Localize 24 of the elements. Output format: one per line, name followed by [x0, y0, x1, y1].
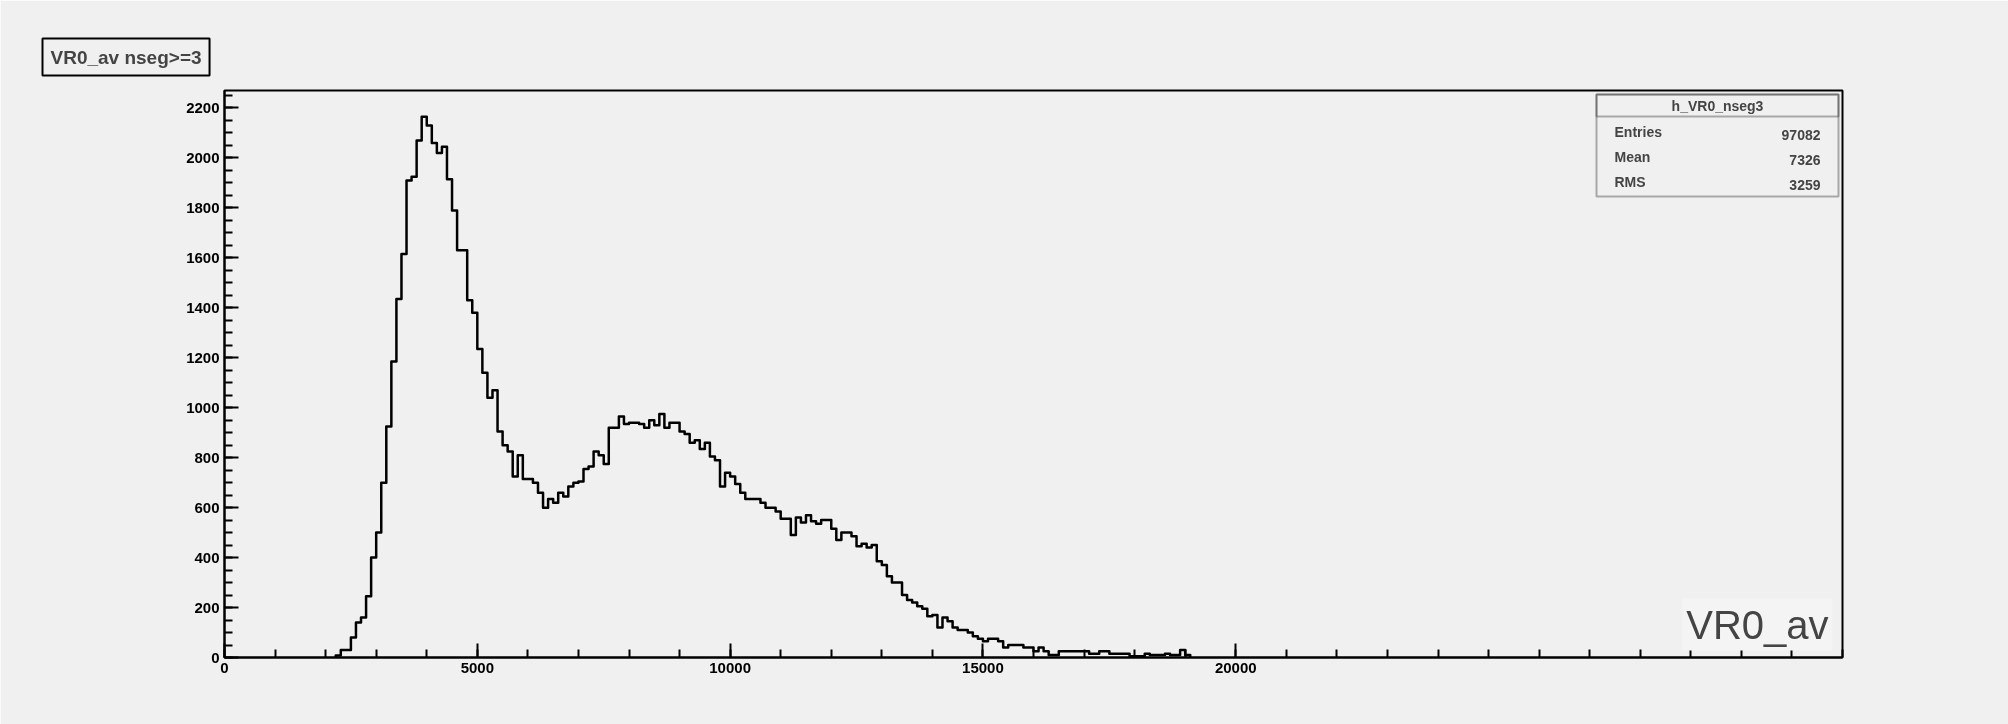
annotation: 3259	[1789, 176, 1821, 193]
annotation: 7326	[1789, 151, 1821, 168]
annotation: RMS	[1614, 173, 1646, 190]
annotation: Mean	[1614, 148, 1651, 165]
y-tick-label: 800	[194, 448, 220, 466]
y-tick-label: 200	[194, 598, 220, 616]
y-tick-label: 1000	[186, 398, 220, 416]
y-tick-label: 600	[194, 498, 220, 516]
y-tick-label: 1200	[186, 348, 220, 366]
y-tick-label: 2200	[186, 98, 220, 116]
chart-title: VR0_av nseg>=3	[50, 46, 202, 68]
x-tick-label: 5000	[460, 658, 494, 676]
y-tick-label: 1400	[186, 298, 220, 316]
x-tick-label: 15000	[962, 658, 1004, 676]
y-tick-label: 2000	[186, 148, 220, 166]
annotation: h_VR0_nseg3	[1671, 97, 1764, 114]
y-tick-label: 1600	[186, 248, 220, 266]
y-tick-label: 1800	[186, 198, 220, 216]
annotation: 97082	[1781, 126, 1821, 143]
y-tick-label: 400	[194, 548, 220, 566]
annotation: Entries	[1614, 123, 1663, 140]
x-tick-label: 20000	[1214, 658, 1257, 676]
x-axis-title: VR0_av	[1686, 602, 1829, 647]
x-tick-label: 10000	[709, 658, 751, 676]
